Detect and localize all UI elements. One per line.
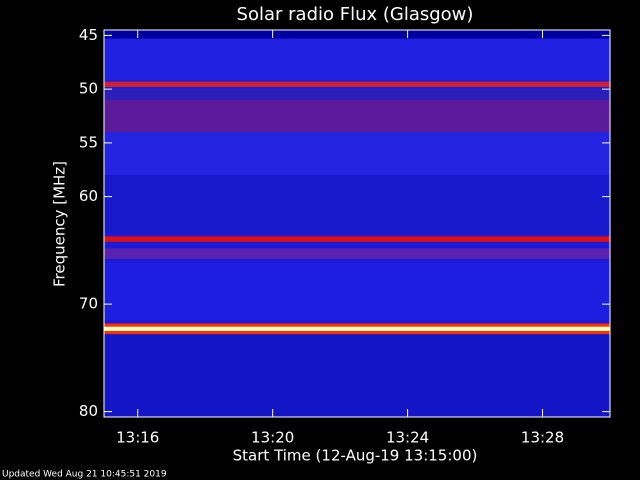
y-tick-label: 60 bbox=[79, 187, 98, 205]
y-tick-label: 70 bbox=[79, 295, 98, 313]
emission-band bbox=[104, 236, 610, 242]
y-tick-label: 80 bbox=[79, 402, 98, 420]
chart-title: Solar radio Flux (Glasgow) bbox=[237, 4, 474, 25]
emission-band bbox=[104, 30, 610, 39]
emission-band bbox=[104, 326, 610, 331]
x-tick-label: 13:28 bbox=[521, 429, 564, 447]
x-tick-label: 13:16 bbox=[116, 429, 159, 447]
emission-band bbox=[104, 132, 610, 176]
emission-band bbox=[104, 89, 610, 100]
x-tick-label: 13:24 bbox=[386, 429, 429, 447]
footer: Updated Wed Aug 21 10:45:51 2019 bbox=[2, 470, 167, 480]
y-tick-label: 45 bbox=[79, 26, 98, 44]
plot-frame bbox=[103, 29, 611, 418]
emission-band bbox=[104, 38, 610, 81]
emission-band bbox=[104, 175, 610, 235]
y-tick-label: 50 bbox=[79, 80, 98, 98]
emission-band bbox=[104, 81, 610, 87]
y-tick-label: 55 bbox=[79, 133, 98, 151]
emission-band bbox=[104, 261, 610, 321]
x-tick-label: 13:20 bbox=[251, 429, 294, 447]
y-axis-label: Frequency [MHz] bbox=[51, 161, 69, 287]
emission-band bbox=[104, 334, 610, 417]
emission-band bbox=[104, 99, 610, 133]
emission-band bbox=[104, 248, 610, 259]
x-axis-label: Start Time (12-Aug-19 13:15:00) bbox=[233, 447, 478, 465]
